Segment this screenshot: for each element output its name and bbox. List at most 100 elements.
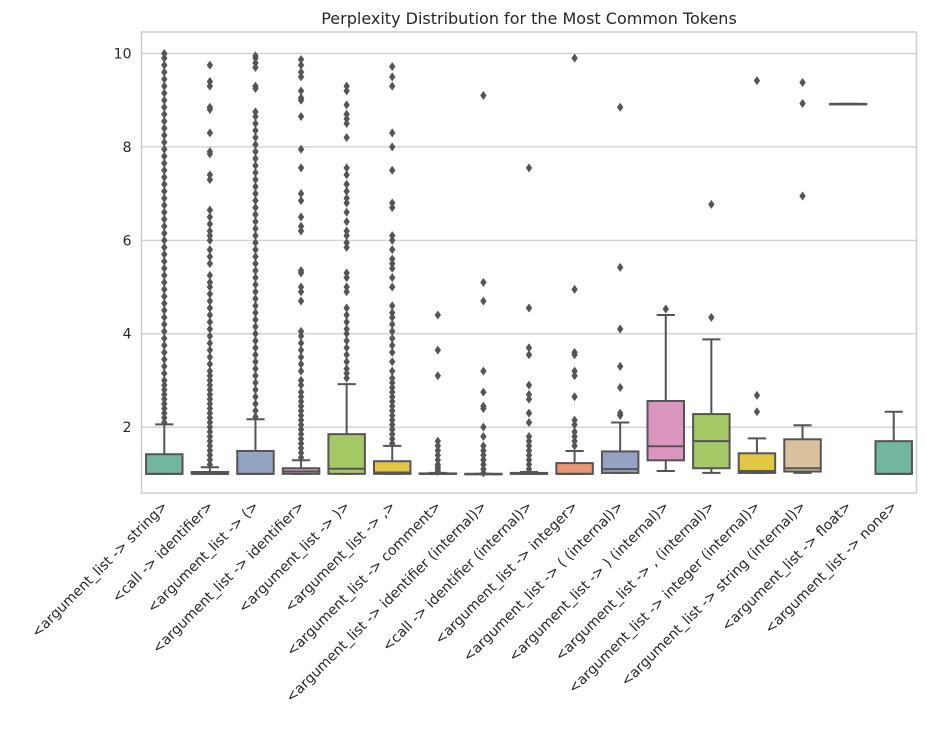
- outlier-point: [799, 98, 806, 108]
- outlier-point: [571, 436, 578, 446]
- outlier-point: [389, 142, 396, 152]
- outlier-point: [297, 387, 305, 397]
- box: [737, 452, 777, 474]
- outlier-point: [252, 280, 259, 290]
- outlier-point: [161, 347, 168, 357]
- outlier-point: [343, 179, 350, 189]
- outlier-point: [161, 165, 168, 175]
- outlier-point: [343, 100, 350, 110]
- outlier-point: [434, 310, 442, 320]
- outlier-point: [206, 324, 214, 334]
- outlier-point: [571, 431, 578, 441]
- outlier-point: [525, 445, 533, 455]
- outlier-point: [525, 436, 533, 446]
- outlier-point: [206, 389, 214, 399]
- outlier-point: [252, 154, 259, 164]
- outlier-point: [434, 450, 442, 460]
- outlier-point: [252, 161, 259, 171]
- outlier-point: [252, 175, 259, 185]
- outlier-point: [252, 203, 259, 213]
- outlier-point: [434, 441, 442, 451]
- outlier-point: [161, 270, 168, 280]
- outlier-point: [161, 130, 168, 140]
- outlier-point: [343, 364, 350, 374]
- outlier-point: [343, 198, 350, 208]
- outlier-point: [206, 422, 214, 432]
- outlier-point: [252, 147, 259, 157]
- outlier-point: [343, 217, 350, 227]
- outlier-point: [389, 259, 396, 269]
- outlier-point: [161, 172, 168, 182]
- outlier-point: [343, 133, 350, 143]
- outlier-point: [161, 109, 168, 119]
- outlier-point: [297, 226, 305, 236]
- outlier-point: [343, 373, 350, 383]
- outlier-point: [616, 382, 624, 392]
- outlier-point: [343, 317, 350, 327]
- outlier-point: [206, 252, 214, 262]
- outlier-point: [389, 366, 396, 376]
- outlier-point: [252, 308, 259, 318]
- box: [327, 433, 366, 475]
- x-tick-label: <argument_list -> ( (internal)>: [460, 499, 627, 666]
- outlier-point: [161, 394, 168, 404]
- outlier-point: [161, 235, 168, 245]
- outlier-point: [571, 347, 578, 357]
- outlier-point: [480, 422, 487, 432]
- outlier-point: [297, 212, 305, 222]
- outlier-point: [252, 133, 259, 143]
- outlier-point: [389, 282, 396, 292]
- outlier-point: [206, 60, 214, 70]
- outlier-point: [206, 270, 214, 280]
- outlier-point: [161, 333, 168, 343]
- outlier-point: [343, 324, 350, 334]
- outlier-point: [389, 340, 396, 350]
- outlier-point: [480, 387, 487, 397]
- outlier-point: [297, 453, 305, 463]
- outlier-point: [297, 410, 305, 420]
- outlier-point: [297, 401, 305, 411]
- outlier-point: [389, 378, 396, 388]
- outlier-point: [206, 408, 214, 418]
- outlier-point: [297, 352, 305, 362]
- outlier-point: [708, 199, 715, 209]
- outlier-point: [343, 343, 350, 353]
- outlier-point: [297, 396, 305, 406]
- box: [555, 462, 594, 475]
- chart-title: Perplexity Distribution for the Most Com…: [321, 9, 737, 28]
- outlier-point: [389, 396, 396, 406]
- outlier-point: [297, 163, 305, 173]
- outlier-point: [525, 455, 533, 465]
- outlier-point: [343, 238, 350, 248]
- outlier-point: [206, 226, 214, 236]
- box-group: [737, 76, 777, 474]
- outlier-point: [252, 140, 259, 150]
- outlier-point: [161, 53, 168, 63]
- outlier-point: [389, 273, 396, 283]
- outlier-point: [297, 196, 305, 206]
- outlier-point: [434, 455, 442, 465]
- outlier-point: [206, 385, 214, 395]
- box-group: [555, 53, 594, 475]
- outlier-point: [571, 415, 578, 425]
- outlier-point: [252, 392, 259, 402]
- outlier-point: [297, 443, 305, 453]
- box-group: [509, 163, 549, 475]
- box: [874, 440, 913, 475]
- box-group: [600, 102, 640, 474]
- outlier-point: [480, 366, 487, 376]
- outlier-point: [252, 329, 259, 339]
- outlier-point: [297, 144, 305, 154]
- outlier-point: [525, 450, 533, 460]
- outlier-point: [206, 380, 214, 390]
- outlier-point: [525, 417, 533, 427]
- outlier-point: [206, 450, 214, 460]
- outlier-point: [434, 371, 442, 381]
- outlier-point: [161, 408, 168, 418]
- box: [236, 449, 275, 475]
- outlier-point: [389, 424, 396, 434]
- outlier-point: [252, 399, 259, 409]
- outlier-point: [252, 58, 259, 68]
- outlier-point: [297, 448, 305, 458]
